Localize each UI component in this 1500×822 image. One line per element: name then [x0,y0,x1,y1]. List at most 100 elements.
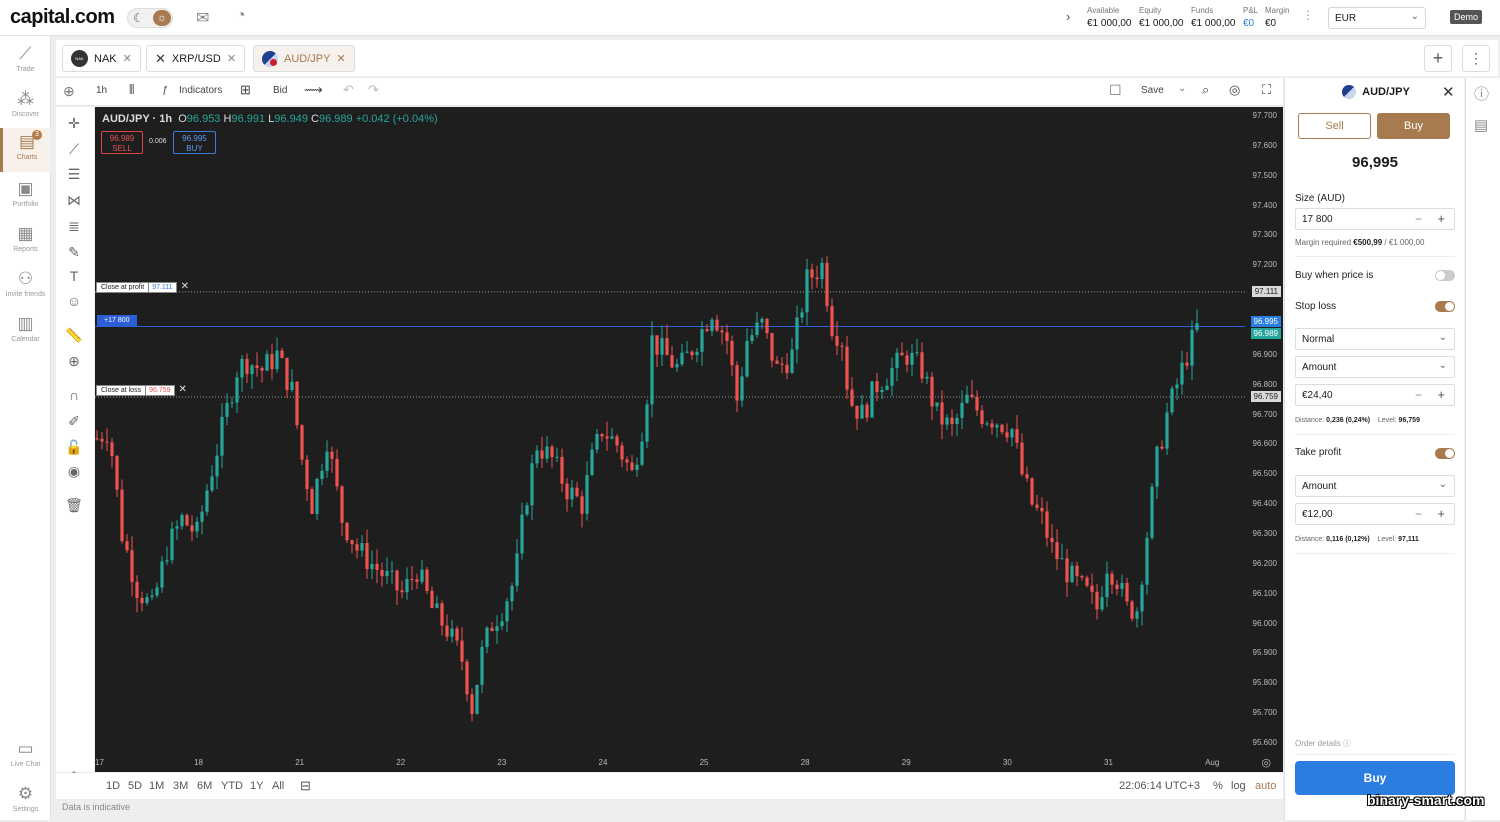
close-icon[interactable]: ✕ [1442,84,1455,101]
buy-when-toggle[interactable] [1435,270,1455,281]
range-1m[interactable]: 1M [149,780,165,792]
trash-icon[interactable]: 🗑 [65,497,83,513]
demo-badge[interactable]: Demo [1450,10,1483,24]
news-icon[interactable]: ▤ [1474,117,1489,134]
nav-portfolio[interactable]: ▣ Portfolio [0,175,51,217]
chevron-right-icon[interactable]: › [1066,9,1071,24]
increase-size-button[interactable]: + [1437,211,1445,226]
crosshair-icon[interactable]: ✛ [68,115,80,131]
mail-icon[interactable]: ✉ [196,10,210,27]
open-position-label[interactable]: +17 800 [97,315,137,326]
range-1d[interactable]: 1D [106,780,121,792]
stop-loss-mode-select[interactable]: Amount ⌄ [1295,356,1455,378]
indicators-icon[interactable]: ƒ [162,85,168,96]
magnet-icon[interactable]: ∩ [68,387,80,403]
trend-line-icon[interactable]: ⟋ [69,141,79,157]
log-toggle[interactable]: log [1231,780,1246,792]
theme-toggle[interactable]: ☾ ☼ [127,8,173,28]
decrease-size-button[interactable]: − [1414,212,1422,226]
range-3m[interactable]: 3M [173,780,189,792]
decrease-take-profit-button[interactable]: − [1414,507,1422,521]
nav-invite-friends[interactable]: ⚇ Invite friends [0,265,51,307]
add-symbol-icon[interactable]: ⊕ [63,83,75,99]
nav-charts[interactable]: ▤ Charts 3 [0,128,51,172]
close-icon[interactable]: ✕ [336,53,346,65]
stop-loss-label[interactable]: Close at loss 96.759 ✕ [96,384,187,396]
eye-icon[interactable]: ◉ [67,463,81,479]
percent-toggle[interactable]: % [1213,780,1223,792]
size-input[interactable]: 17 800 − + [1295,208,1455,230]
nav-discover[interactable]: ⁂ Discover [0,85,51,127]
nav-settings[interactable]: ⚙ Settings [0,780,51,822]
price-chart[interactable]: AUD/JPY · 1h O96.953 H96.991 L96.949 C96… [95,107,1283,772]
price-type-select[interactable]: Bid [273,85,288,96]
horizontal-lines-icon[interactable]: ☰ [67,166,81,182]
templates-icon[interactable]: ⊞ [240,82,251,97]
tab-xrp-usd[interactable]: ✕ XRP/USD ✕ [146,45,246,72]
candlestick-plot[interactable] [95,107,1283,772]
currency-select[interactable]: EUR ⌄ [1328,7,1426,29]
close-icon[interactable]: ✕ [178,384,187,395]
close-icon[interactable]: ✕ [226,53,237,65]
order-details-link[interactable]: Order details ⓘ [1295,739,1352,748]
brush-icon[interactable]: ✎ [68,244,80,260]
go-to-realtime-icon[interactable]: ◎ [1261,757,1271,769]
decrease-stop-loss-button[interactable]: − [1414,388,1422,402]
stop-loss-amount-input[interactable]: €24,40 − + [1295,384,1455,406]
app-logo[interactable]: capital.com [10,6,115,28]
text-icon[interactable]: T [69,268,79,284]
buy-direction-button[interactable]: Buy [1377,113,1450,139]
undo-icon[interactable]: ↶ [343,82,354,97]
more-vertical-icon[interactable]: ⋮ [1302,8,1314,22]
nav-trade[interactable]: ⟋ Trade [0,40,51,82]
nav-live-chat[interactable]: ▭ Live Chat [0,735,51,777]
chevron-down-icon[interactable]: ⌄ [1178,83,1187,94]
take-profit-amount-input[interactable]: €12,00 − + [1295,503,1455,525]
lock-drawing-icon[interactable]: ✐ [68,413,80,429]
close-icon[interactable]: ✕ [180,281,189,292]
range-6m[interactable]: 6M [197,780,213,792]
clock-display[interactable]: 22:06:14 UTC+3 [1119,780,1201,792]
tab-nak[interactable]: NAK NAK ✕ [62,45,141,72]
save-button[interactable]: Save [1141,85,1164,96]
fib-icon[interactable]: ≣ [68,218,80,234]
chart-sell-button[interactable]: 96.989 SELL [101,131,143,154]
layout-icon[interactable]: ☐ [1109,82,1122,98]
take-profit-mode-select[interactable]: Amount ⌄ [1295,475,1455,497]
increase-stop-loss-button[interactable]: + [1437,387,1445,402]
range-ytd[interactable]: YTD [221,780,243,792]
stop-loss-toggle[interactable] [1435,301,1455,312]
chart-buy-button[interactable]: 96.995 BUY [173,131,216,154]
add-tab-button[interactable]: + [1424,45,1452,72]
pattern-icon[interactable]: ⋈ [67,192,81,208]
nav-reports[interactable]: ▦ Reports [0,220,51,262]
auto-toggle[interactable]: auto [1255,780,1277,792]
ruler-icon[interactable]: 📏 [65,327,83,343]
quick-search-icon[interactable]: ⌕ [1202,82,1210,97]
pie-chart-icon[interactable]: ◔ [236,7,246,24]
zoom-in-icon[interactable]: ⊕ [68,353,80,369]
close-icon[interactable]: ✕ [122,53,132,65]
candle-type-icon[interactable]: ⫴ [129,82,135,97]
redo-icon[interactable]: ↷ [368,82,379,97]
lock-icon[interactable]: 🔓 [65,439,83,455]
range-1y[interactable]: 1Y [250,780,264,792]
interval-select[interactable]: 1h [96,85,108,96]
fullscreen-icon[interactable]: ⛶ [1262,82,1272,97]
emoji-icon[interactable]: ☺ [66,293,82,309]
sell-direction-button[interactable]: Sell [1298,113,1371,139]
nav-calendar[interactable]: ▥ Calendar [0,310,51,352]
compare-icon[interactable]: ⟿ [304,82,323,97]
settings-icon[interactable]: ◎ [1229,82,1241,97]
tab-aud-jpy[interactable]: AUD/JPY ✕ [253,45,355,72]
range-all[interactable]: All [272,780,285,792]
more-vertical-icon[interactable]: ⋮ [1462,45,1490,72]
increase-take-profit-button[interactable]: + [1437,506,1445,521]
take-profit-toggle[interactable] [1435,448,1455,459]
calendar-range-icon[interactable]: ⊟ [300,778,311,793]
submit-buy-button[interactable]: Buy [1295,761,1455,795]
take-profit-label[interactable]: Close at profit 97.111 ✕ [96,281,189,293]
indicators-button[interactable]: Indicators [179,85,223,96]
stop-loss-type-select[interactable]: Normal ⌄ [1295,328,1455,350]
range-5d[interactable]: 5D [128,780,143,792]
